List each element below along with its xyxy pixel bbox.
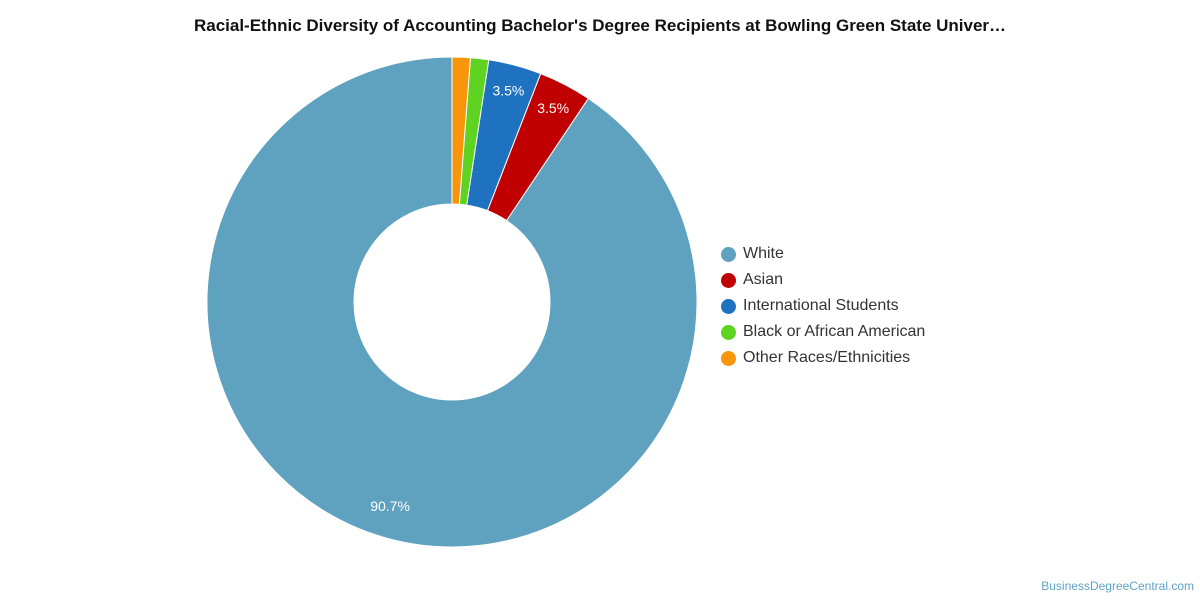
data-label-white: 90.7% bbox=[370, 498, 410, 514]
legend-item-other-races-ethnicities[interactable]: Other Races/Ethnicities bbox=[721, 345, 925, 371]
legend-swatch bbox=[721, 298, 736, 314]
legend-item-black-or-african-american[interactable]: Black or African American bbox=[721, 319, 925, 345]
legend-swatch bbox=[721, 246, 736, 262]
data-label-international-students: 3.5% bbox=[492, 82, 524, 98]
legend-label: White bbox=[743, 245, 784, 262]
legend-item-international-students[interactable]: International Students bbox=[721, 293, 925, 319]
legend-label: Other Races/Ethnicities bbox=[743, 349, 911, 366]
legend-item-white[interactable]: White bbox=[721, 241, 925, 267]
slice-other-races-ethnicities[interactable] bbox=[451, 56, 471, 205]
data-label-asian: 3.5% bbox=[537, 100, 569, 116]
legend-swatch bbox=[721, 350, 736, 366]
source-credit[interactable]: BusinessDegreeCentral.com bbox=[1041, 579, 1194, 593]
legend: White Asian International Students Black or… bbox=[721, 241, 925, 371]
data-labels-group: 90.7% 3.5% 3.5% bbox=[370, 82, 569, 513]
legend-swatch bbox=[721, 324, 736, 340]
legend-label: International Students bbox=[743, 297, 899, 314]
legend-item-asian[interactable]: Asian bbox=[721, 267, 925, 293]
legend-label: Black or African American bbox=[743, 323, 926, 340]
legend-label: Asian bbox=[743, 271, 784, 288]
chart-title: Racial-Ethnic Diversity of Accounting Ba… bbox=[193, 16, 1007, 35]
slice-white[interactable] bbox=[206, 56, 698, 548]
slices-group bbox=[206, 56, 698, 548]
legend-swatch bbox=[721, 272, 736, 288]
